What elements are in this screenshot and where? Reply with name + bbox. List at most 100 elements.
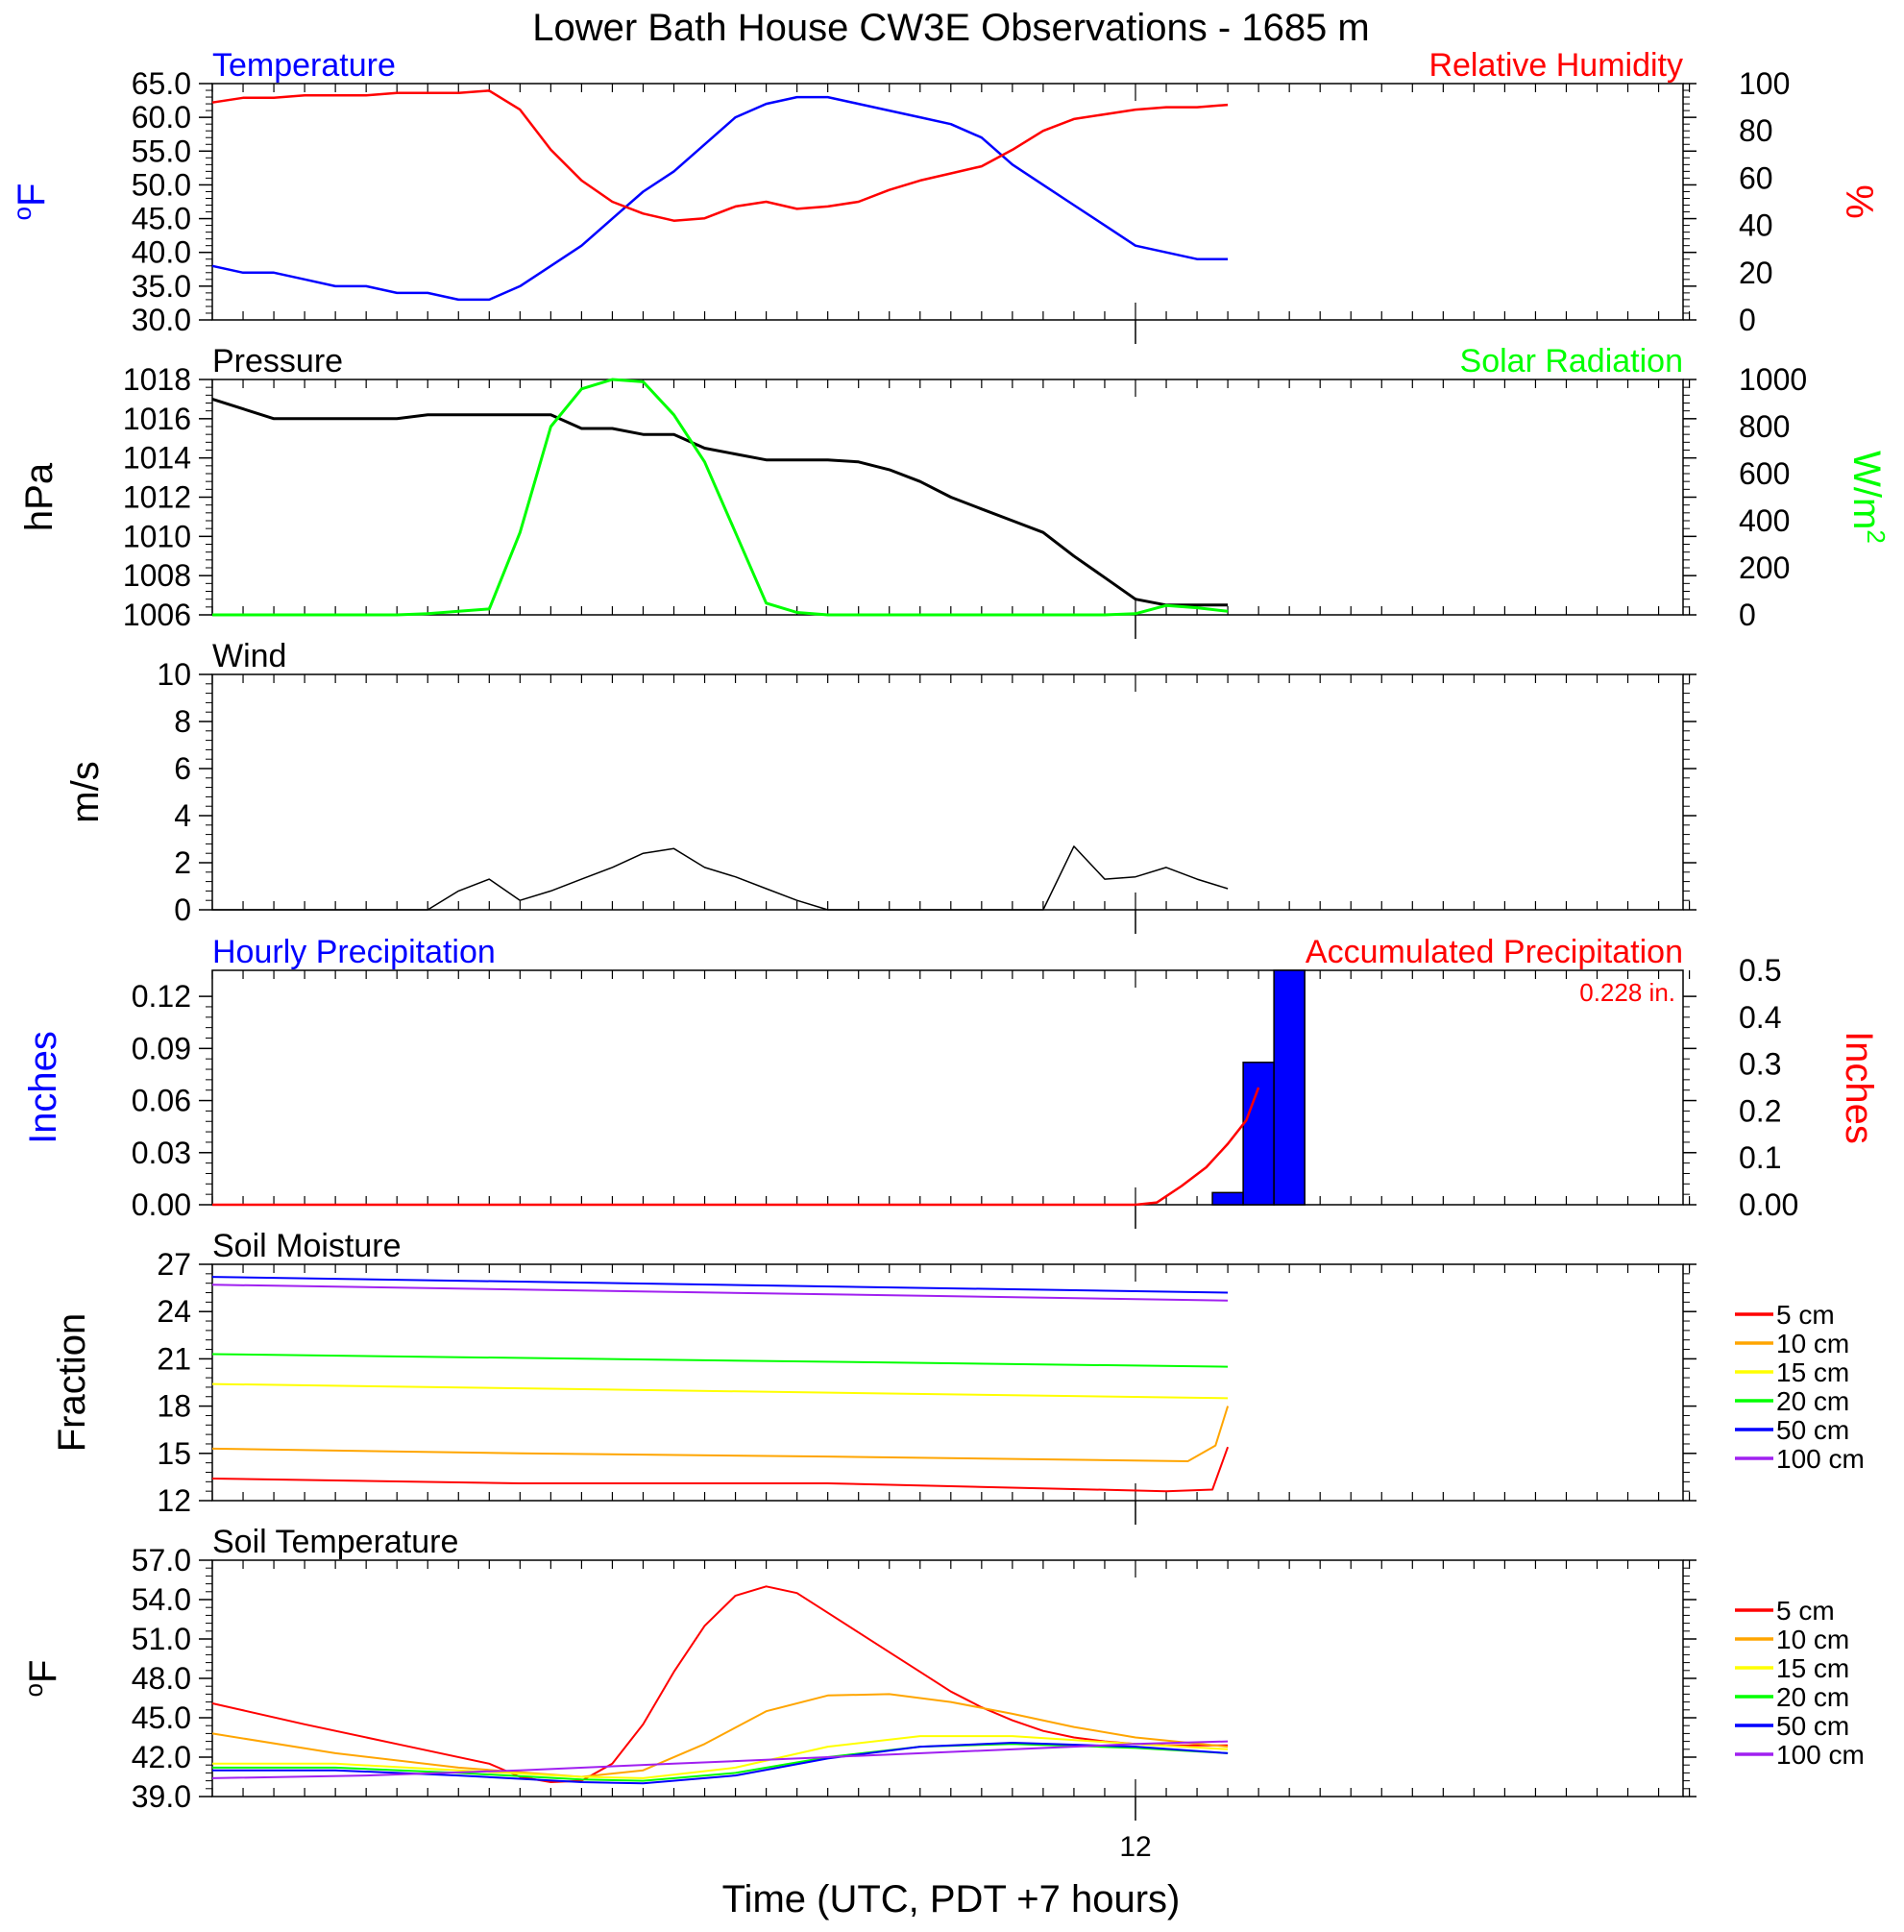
y-tick-label: 65.0: [132, 66, 191, 101]
series-line-50cm: [212, 1742, 1229, 1785]
y2-tick-label: 0.3: [1739, 1047, 1781, 1082]
panel-soil_moisture: 12 15 18 21 24 27 Soil Moisture Fraction 5 cm10 …: [51, 1228, 1865, 1525]
y-tick-label: 45.0: [132, 1700, 191, 1735]
y-tick-label: 0: [174, 893, 191, 927]
panel-right-title: Relative Humidity: [1428, 47, 1683, 84]
wind-line: [212, 845, 1229, 911]
y-tick-label: 10: [157, 657, 191, 692]
panel-left-title: Wind: [212, 638, 286, 674]
y-axis-label: Inches: [22, 1031, 64, 1144]
y-tick-label: 6: [174, 751, 191, 786]
panel-soil_temp: 39.0 42.0 45.0 48.0 51.0 54.0 57.0 Soil Tempera…: [19, 1524, 1865, 1821]
humidity-line: [211, 89, 1229, 222]
y-tick-label: 51.0: [132, 1622, 191, 1656]
panel-left-title: Temperature: [212, 47, 396, 84]
y-tick-label: 42.0: [132, 1740, 191, 1774]
y-tick-label: 24: [157, 1294, 191, 1329]
x-axis-label: Time (UTC, PDT +7 hours): [722, 1878, 1181, 1920]
y2-tick-label: 600: [1739, 456, 1790, 491]
legend-label: 10 cm: [1776, 1329, 1849, 1358]
panel-left-title: Hourly Precipitation: [212, 934, 496, 970]
y-tick-label: 2: [174, 845, 191, 880]
legend-label: 15 cm: [1776, 1357, 1849, 1387]
precip-bar: [1211, 1191, 1244, 1206]
y-tick-label: 0.03: [132, 1136, 191, 1170]
y-tick-label: 1010: [123, 519, 191, 553]
precip-bar: [1242, 1062, 1275, 1206]
solar-line: [212, 378, 1229, 617]
series-line-15cm: [212, 1735, 1229, 1779]
series-line-5cm: [211, 1446, 1230, 1493]
series-line-20cm: [212, 1743, 1229, 1782]
y-tick-label: 27: [157, 1247, 191, 1282]
y-axis-label: Fraction: [51, 1313, 93, 1453]
y-tick-label: 12: [157, 1483, 191, 1518]
y-tick-label: 0.06: [132, 1084, 191, 1118]
y-tick-label: 57.0: [132, 1543, 191, 1577]
legend-label: 100 cm: [1776, 1444, 1865, 1474]
plot-frame: [211, 673, 1684, 911]
y2-tick-label: 1000: [1739, 362, 1807, 397]
y-axis-label: oF: [19, 1660, 64, 1698]
y2-tick-label: 0.2: [1739, 1093, 1781, 1128]
legend-label: 20 cm: [1776, 1386, 1849, 1416]
y2-tick-label: 0: [1739, 303, 1756, 337]
legend-label: 50 cm: [1776, 1711, 1849, 1741]
plot-frame: [211, 1559, 1684, 1797]
y-tick-label: 15: [157, 1436, 191, 1471]
legend-label: 10 cm: [1776, 1625, 1849, 1654]
chart-title: Lower Bath House CW3E Observations - 168…: [532, 7, 1370, 49]
x-tick-label-12: 12: [1119, 1831, 1151, 1863]
y-tick-label: 21: [157, 1341, 191, 1376]
legend-label: 100 cm: [1776, 1740, 1865, 1770]
y-tick-label: 39.0: [132, 1779, 191, 1814]
y-tick-label: 0.12: [132, 979, 191, 1014]
legend-label: 5 cm: [1776, 1596, 1835, 1626]
panel-right-title: Solar Radiation: [1460, 343, 1683, 379]
series-line-20cm: [211, 1353, 1229, 1368]
plot-frame: [211, 1263, 1684, 1502]
series-line-10cm: [211, 1406, 1230, 1462]
panel-left-title: Soil Temperature: [212, 1524, 458, 1560]
y-tick-label: 60.0: [132, 100, 191, 135]
y2-tick-label: 40: [1739, 208, 1773, 243]
series-line-50cm: [211, 1276, 1229, 1294]
legend-label: 5 cm: [1776, 1300, 1835, 1330]
y2-tick-label: 400: [1739, 503, 1790, 538]
plot-frame: [211, 969, 1684, 1206]
y-tick-label: 50.0: [132, 167, 191, 202]
y-tick-label: 45.0: [132, 202, 191, 236]
series-line-5cm: [211, 1585, 1229, 1783]
accumulated-total-annotation: 0.228 in.: [1579, 978, 1675, 1007]
y-tick-label: 18: [157, 1389, 191, 1424]
y-tick-label: 30.0: [132, 303, 191, 337]
y2-tick-label: 80: [1739, 113, 1773, 148]
y-tick-label: 1008: [123, 558, 191, 593]
legend-label: 15 cm: [1776, 1653, 1849, 1683]
series-line-100cm: [211, 1284, 1229, 1302]
y-tick-label: 40.0: [132, 235, 191, 270]
y-tick-label: 35.0: [132, 269, 191, 304]
panel-right-title: Accumulated Precipitation: [1306, 934, 1683, 970]
y-tick-label: 8: [174, 704, 191, 739]
series-line-10cm: [211, 1693, 1229, 1778]
y2-tick-label: 0.00: [1739, 1187, 1798, 1222]
panel-press_solar: 1006 1008 1010 1012 1014 1016 1018 0 200 400 600 80…: [18, 343, 1891, 639]
y2-tick-label: 100: [1739, 66, 1790, 101]
y2-tick-label: 0.5: [1739, 953, 1781, 988]
y2-axis-label: W/m2: [1845, 451, 1891, 544]
y2-tick-label: 0.4: [1739, 1000, 1781, 1035]
y-axis-label: hPa: [18, 462, 61, 531]
y2-tick-label: 0.1: [1739, 1140, 1781, 1175]
accumulated-precip-line: [212, 1087, 1260, 1207]
y2-tick-label: 0: [1739, 598, 1756, 632]
plot-frame: [211, 83, 1684, 321]
y-tick-label: 1018: [123, 362, 191, 397]
y-tick-label: 1016: [123, 402, 191, 436]
panel-precip: 0.00 0.03 0.06 0.09 0.12 0.00 0.1 0.2 0.3 0.4 0.5 H…: [22, 934, 1880, 1229]
y-tick-label: 54.0: [132, 1582, 191, 1617]
legend-label: 50 cm: [1776, 1415, 1849, 1445]
y-tick-label: 1014: [123, 441, 191, 476]
precip-bar: [1273, 969, 1306, 1206]
